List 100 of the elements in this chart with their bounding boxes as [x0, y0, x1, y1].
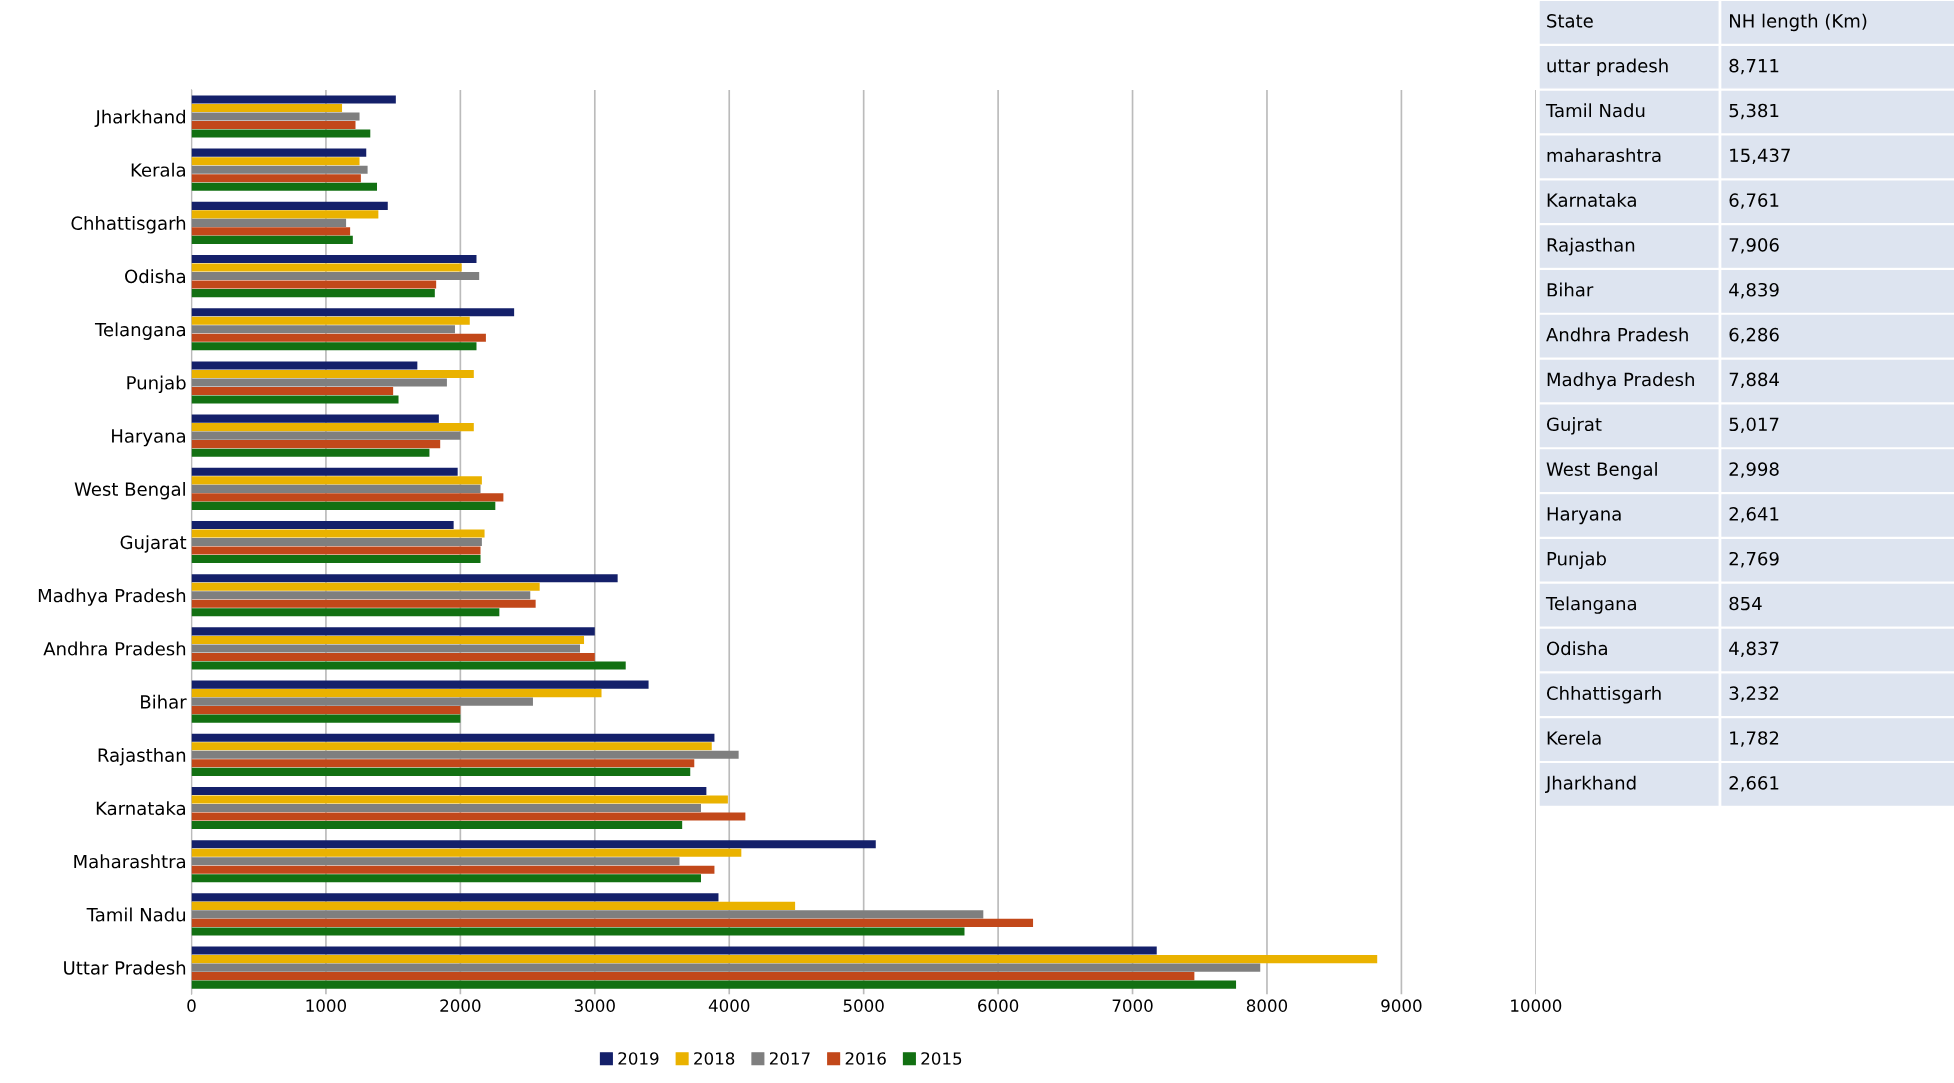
- legend-label: 2015: [921, 1052, 962, 1065]
- y-tick-label: Maharashtra: [74, 854, 185, 869]
- bar: [191, 893, 719, 902]
- bar: [191, 501, 496, 510]
- text: NH length (Km): [1730, 13, 1867, 32]
- bar: [191, 333, 486, 342]
- text: 6,761: [1729, 193, 1779, 209]
- bar: [191, 627, 595, 636]
- y-tick-label: Rajasthan: [98, 747, 186, 766]
- bar: [191, 272, 480, 281]
- text: Kerela: [1547, 730, 1601, 745]
- bar: [191, 972, 1195, 981]
- bar: [191, 927, 965, 936]
- bar: [191, 165, 368, 174]
- bar: [191, 644, 581, 653]
- bar: [191, 652, 595, 661]
- bar: [191, 635, 585, 644]
- bar: [191, 467, 458, 476]
- text: Rajasthan: [1547, 237, 1635, 256]
- bar: [191, 820, 683, 830]
- bar: [191, 803, 701, 813]
- y-tick-label: Uttar Pradesh: [64, 960, 186, 975]
- text: Andhra Pradesh: [1546, 327, 1688, 342]
- bar: [191, 414, 439, 423]
- bar: [191, 148, 367, 157]
- bar: [191, 574, 618, 583]
- text: Odisha: [1546, 641, 1607, 656]
- bar: [191, 361, 418, 370]
- bar: [191, 608, 500, 617]
- bar: [191, 955, 1378, 964]
- text: Haryana: [1547, 507, 1621, 525]
- text: 7,906: [1729, 238, 1779, 254]
- bar: [191, 733, 715, 742]
- bar: [191, 963, 1261, 972]
- bar: [191, 218, 347, 227]
- x-tick-label: 6000: [978, 999, 1019, 1012]
- bar: [191, 255, 477, 264]
- y-tick-label: Gujarat: [120, 535, 187, 553]
- bar: [191, 378, 447, 387]
- text: State: [1547, 13, 1593, 28]
- bar: [191, 767, 691, 776]
- y-tick-label: Bihar: [141, 694, 187, 709]
- text: 5,017: [1729, 417, 1779, 433]
- y-tick-label: West Bengal: [74, 481, 185, 500]
- bar: [191, 157, 360, 166]
- bar: [191, 599, 536, 608]
- bar: [191, 795, 728, 804]
- y-tick-label: Odisha: [125, 269, 185, 284]
- text: 5,381: [1729, 103, 1779, 120]
- bar: [191, 325, 455, 334]
- text: uttar pradesh: [1547, 58, 1668, 76]
- bar: [191, 440, 441, 449]
- bar: [191, 661, 626, 670]
- text: 15,437: [1730, 148, 1790, 164]
- bar: [191, 689, 602, 698]
- y-tick-label: Madhya Pradesh: [38, 588, 186, 606]
- bar: [191, 120, 356, 130]
- bar: [191, 742, 712, 751]
- text: 854: [1729, 596, 1762, 611]
- bar: [191, 714, 461, 723]
- bar: [191, 538, 482, 547]
- text: Bihar: [1547, 282, 1594, 297]
- bar: [191, 210, 379, 219]
- x-tick-label: 7000: [1112, 999, 1153, 1012]
- x-tick-label: 8000: [1246, 999, 1288, 1012]
- bar: [191, 857, 680, 866]
- x-tick-label: 10000: [1511, 999, 1562, 1012]
- bar: [191, 280, 437, 289]
- bar: [191, 591, 531, 600]
- x-tick-label: 9000: [1381, 999, 1422, 1012]
- text: 7,884: [1729, 372, 1779, 389]
- text: 2,661: [1729, 776, 1779, 792]
- bar: [191, 201, 388, 210]
- text: West Bengal: [1546, 461, 1657, 480]
- bar: [191, 980, 1237, 989]
- bar: [191, 546, 481, 555]
- y-tick-label: Punjab: [127, 375, 186, 394]
- bar: [191, 476, 482, 485]
- bar: [191, 946, 1157, 955]
- text: Telangana: [1545, 596, 1636, 614]
- text: maharashtra: [1547, 148, 1661, 163]
- bar: [191, 910, 984, 919]
- y-tick-label: Haryana: [112, 429, 185, 447]
- text: 6,286: [1729, 327, 1779, 344]
- bar: [191, 520, 454, 530]
- y-tick-label: Andhra Pradesh: [43, 641, 186, 656]
- legend-label: 2017: [769, 1052, 810, 1065]
- legend-label: 2019: [618, 1052, 659, 1065]
- text: 1,782: [1730, 731, 1779, 747]
- bar: [191, 289, 435, 298]
- bar: [191, 786, 707, 796]
- bar: [191, 129, 371, 138]
- bar: [191, 235, 353, 244]
- x-tick-label: 3000: [574, 999, 615, 1012]
- x-tick-label: 0: [187, 999, 196, 1012]
- bar: [191, 431, 461, 440]
- bar: [191, 448, 430, 457]
- bar: [191, 386, 394, 396]
- x-tick-label: 4000: [708, 999, 750, 1012]
- text: Punjab: [1547, 551, 1606, 570]
